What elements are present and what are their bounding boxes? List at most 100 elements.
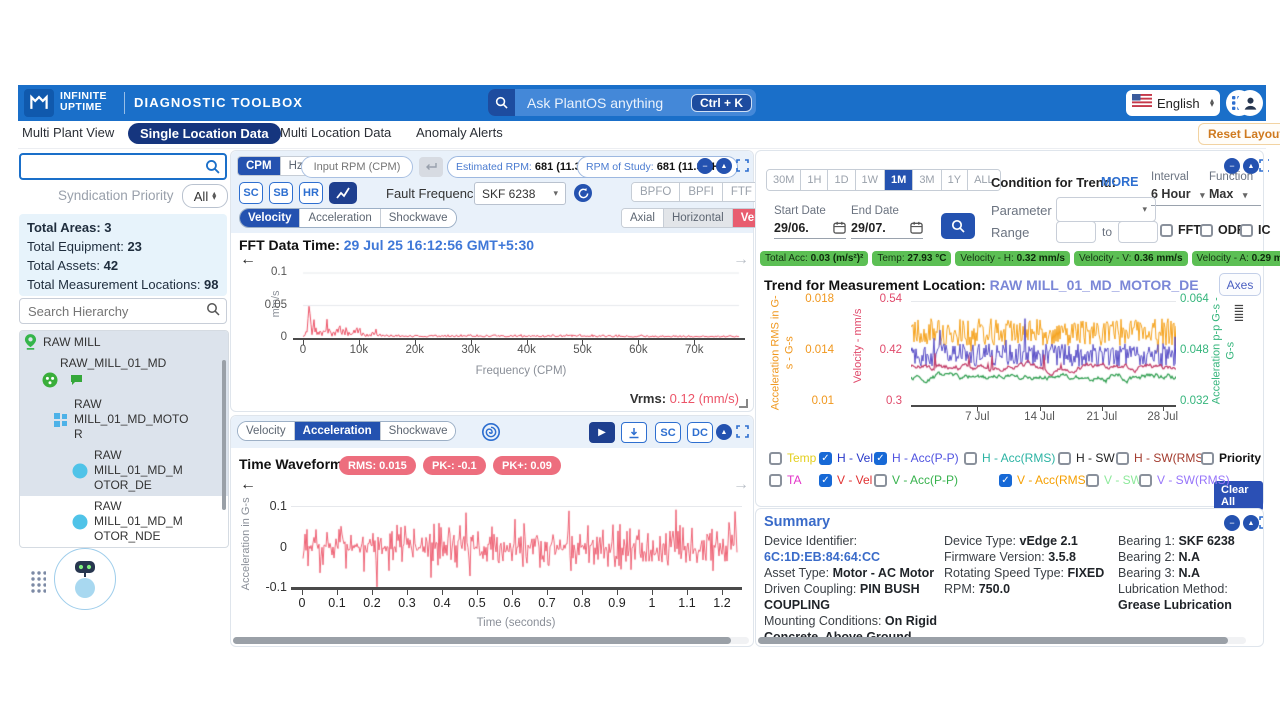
range-max-input[interactable] xyxy=(1118,221,1158,243)
fft-signal-tab-acceleration[interactable]: Acceleration xyxy=(300,209,381,227)
param-cb-priority[interactable]: Priority xyxy=(1201,451,1261,465)
previous-waveform-arrow[interactable]: ← xyxy=(240,476,256,493)
trend-search-button[interactable] xyxy=(941,213,975,239)
range-btn-30m[interactable]: 30M xyxy=(767,170,802,190)
checkbox-temp[interactable] xyxy=(769,451,782,465)
waveform-button-sc[interactable]: SC xyxy=(655,422,681,443)
fft-axis-tab-axial[interactable]: Axial xyxy=(622,209,664,227)
start-date-field[interactable]: 29/06. xyxy=(774,221,846,239)
param-cb-h-acc-p-p[interactable]: ✓ H - Acc(P-P) xyxy=(874,451,959,465)
tab-single-location-data[interactable]: Single Location Data xyxy=(128,123,281,144)
function-select[interactable]: Max ▾ xyxy=(1209,187,1261,206)
range-btn-1d[interactable]: 1D xyxy=(828,170,856,190)
range-btn-1m[interactable]: 1M xyxy=(885,170,914,190)
tab-multi-plant-view[interactable]: Multi Plant View xyxy=(22,125,115,140)
checkbox-h-acc-p-p[interactable]: ✓ xyxy=(874,451,887,465)
fault-btn-bpfo[interactable]: BPFO xyxy=(632,183,681,201)
checkbox-h-acc-rms[interactable] xyxy=(964,451,977,465)
fft-unit-cpm[interactable]: CPM xyxy=(238,157,281,175)
trend-cb-ic[interactable]: IC xyxy=(1240,223,1271,237)
collapse-panel-button[interactable]: − xyxy=(1224,515,1240,531)
fft-button-hr[interactable]: HR xyxy=(299,182,323,204)
param-cb-ta[interactable]: TA xyxy=(769,473,801,487)
waveform-scrollbar-track[interactable] xyxy=(233,637,749,644)
summary-scrollbar-thumb[interactable] xyxy=(758,637,1228,644)
input-rpm-field[interactable] xyxy=(301,156,413,178)
move-panel-up-button[interactable]: ▲ xyxy=(716,158,732,174)
previous-fft-arrow[interactable]: ← xyxy=(240,251,256,268)
tree-item-raw-mill-01-md-motor[interactable]: RAW MILL_01_MD_MOTOR xyxy=(20,394,228,445)
param-cb-v-vel[interactable]: ✓ V - Vel xyxy=(819,473,872,487)
param-cb-v-sw-rms[interactable]: V - SW(RMS) xyxy=(1139,473,1230,487)
collapse-panel-button[interactable]: − xyxy=(1224,158,1240,174)
param-cb-h-sw[interactable]: H - SW xyxy=(1058,451,1115,465)
trend-cb-odr[interactable]: ODR xyxy=(1200,223,1246,237)
hierarchy-search-input[interactable] xyxy=(20,302,206,320)
fft-button-sb[interactable]: SB xyxy=(269,182,293,204)
harmonics-chart-button[interactable] xyxy=(329,182,357,204)
submit-rpm-button[interactable] xyxy=(419,157,443,177)
waveform-signal-tab-velocity[interactable]: Velocity xyxy=(238,422,295,440)
sidebar-search-input[interactable] xyxy=(25,156,199,173)
range-min-input[interactable] xyxy=(1056,221,1096,243)
checkbox-h-vel[interactable]: ✓ xyxy=(819,451,832,465)
play-waveform-button[interactable]: ▶ xyxy=(589,422,615,443)
checkbox-v-sw[interactable] xyxy=(1086,473,1099,487)
expand-panel-icon[interactable] xyxy=(736,159,749,177)
checkbox-odr[interactable] xyxy=(1200,223,1213,237)
fft-chart-canvas[interactable] xyxy=(293,265,745,341)
range-btn-1h[interactable]: 1H xyxy=(801,170,829,190)
user-profile-button[interactable] xyxy=(1237,90,1263,116)
sidebar-search-box[interactable] xyxy=(19,153,227,180)
expand-panel-icon[interactable] xyxy=(1259,159,1269,177)
tab-anomaly-alerts[interactable]: Anomaly Alerts xyxy=(416,125,503,140)
fft-button-sc[interactable]: SC xyxy=(239,182,263,204)
checkbox-fft[interactable] xyxy=(1160,223,1173,237)
fft-axis-tab-horizontal[interactable]: Horizontal xyxy=(663,209,733,227)
search-placeholder[interactable]: Ask PlantOS anything xyxy=(527,94,664,111)
fft-signal-tab-velocity[interactable]: Velocity xyxy=(240,209,301,227)
tree-item-raw-mill[interactable]: RAW MILL xyxy=(20,331,228,353)
download-button[interactable] xyxy=(621,422,647,443)
tree-item-raw-mill-01-md-motor-nde[interactable]: RAW MILL_01_MD_MOTOR_NDE xyxy=(20,496,228,547)
param-cb-v-acc-rms[interactable]: ✓ V - Acc(RMS) xyxy=(999,473,1090,487)
infinite-uptime-logo-icon[interactable] xyxy=(24,89,54,117)
checkbox-v-acc-p-p[interactable] xyxy=(874,473,887,487)
trend-chart-canvas[interactable] xyxy=(911,301,1176,405)
parameter-select[interactable]: ▾ xyxy=(1056,197,1156,222)
end-date-field[interactable]: 29/07. xyxy=(851,221,923,239)
range-btn-1w[interactable]: 1W xyxy=(855,170,886,190)
tree-item-raw-mill-01-md-gearbox[interactable]: RAW MILL_01_MD_GEARBOX xyxy=(20,547,228,548)
drag-handle-icon[interactable] xyxy=(30,570,47,599)
checkbox-priority[interactable] xyxy=(1201,451,1214,465)
param-cb-h-acc-rms[interactable]: H - Acc(RMS) xyxy=(964,451,1055,465)
reset-layout-button[interactable]: Reset Layout xyxy=(1198,123,1280,145)
tree-item-raw-mill-01-md-motor-de[interactable]: RAW MILL_01_MD_MOTOR_DE xyxy=(20,445,228,496)
fault-btn-ftf[interactable]: FTF xyxy=(722,183,761,201)
expand-panel-icon[interactable] xyxy=(736,425,749,443)
syndication-priority-select[interactable]: All ▴ ▾ xyxy=(182,184,228,208)
clear-all-button[interactable]: Clear All xyxy=(1214,481,1263,511)
checkbox-h-sw-rms[interactable] xyxy=(1116,451,1129,465)
param-cb-v-acc-p-p[interactable]: V - Acc(P-P) xyxy=(874,473,958,487)
param-cb-v-sw[interactable]: V - SW xyxy=(1086,473,1142,487)
axes-button[interactable]: Axes xyxy=(1219,273,1261,296)
tree-item-raw-mill-01-md[interactable]: RAW_MILL_01_MD xyxy=(20,353,228,394)
tab-multi-location-data[interactable]: Multi Location Data xyxy=(280,125,392,140)
search-icon[interactable] xyxy=(488,89,515,116)
checkbox-v-vel[interactable]: ✓ xyxy=(819,473,832,487)
waveform-button-dc[interactable]: DC xyxy=(687,422,713,443)
hierarchy-search-box[interactable] xyxy=(19,298,227,324)
param-cb-h-sw-rms[interactable]: H - SW(RMS) xyxy=(1116,451,1207,465)
collapse-panel-button[interactable]: − xyxy=(697,158,713,174)
range-btn-3m[interactable]: 3M xyxy=(913,170,942,190)
checkbox-v-sw-rms[interactable] xyxy=(1139,473,1152,487)
param-cb-h-vel[interactable]: ✓ H - Vel xyxy=(819,451,873,465)
waveform-signal-tab-shockwave[interactable]: Shockwave xyxy=(380,422,456,440)
summary-scrollbar-track[interactable] xyxy=(758,637,1246,644)
waveform-signal-tab-acceleration[interactable]: Acceleration xyxy=(294,422,381,440)
checkbox-v-acc-rms[interactable]: ✓ xyxy=(999,473,1012,487)
bearing-select[interactable]: SKF 6238 ▾ xyxy=(474,182,566,205)
search-icon[interactable] xyxy=(205,159,220,179)
next-waveform-arrow[interactable]: → xyxy=(733,476,749,493)
